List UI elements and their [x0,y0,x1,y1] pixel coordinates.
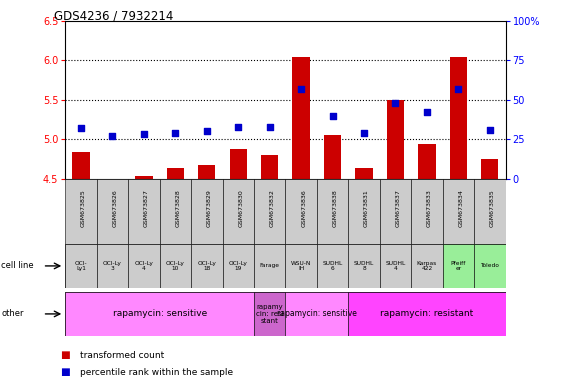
Bar [317,244,348,288]
Bar [160,179,191,244]
Bar [254,244,285,288]
Bar [65,244,97,288]
Bar [380,244,411,288]
Bar [411,179,442,244]
Bar [348,244,380,288]
Bar [324,135,341,179]
Text: OCI-Ly
3: OCI-Ly 3 [103,260,122,271]
Bar [285,292,348,336]
Bar [191,179,223,244]
Text: transformed count: transformed count [80,351,164,360]
Bar [198,165,215,179]
Point [171,130,180,136]
Text: SUDHL
6: SUDHL 6 [323,260,343,271]
Text: ■: ■ [60,367,69,377]
Text: GSM673836: GSM673836 [301,189,306,227]
Text: percentile rank within the sample: percentile rank within the sample [80,368,233,377]
Bar [72,152,90,179]
Bar [191,244,223,288]
Text: rapamy
cin: resi
stant: rapamy cin: resi stant [256,304,283,324]
Text: GSM673838: GSM673838 [333,189,337,227]
Point [233,124,243,130]
Point [202,128,211,134]
Bar [418,144,436,179]
Point [454,86,463,92]
Bar [167,168,184,179]
Bar [160,244,191,288]
Bar [380,179,411,244]
Point [139,131,148,137]
Text: SUDHL
8: SUDHL 8 [354,260,374,271]
Bar [442,244,474,288]
Bar [229,149,247,179]
Text: OCI-Ly
19: OCI-Ly 19 [229,260,248,271]
Text: Farage: Farage [260,263,279,268]
Text: OCI-Ly
4: OCI-Ly 4 [135,260,153,271]
Bar [442,179,474,244]
Text: OCI-Ly
18: OCI-Ly 18 [197,260,216,271]
Bar [474,179,506,244]
Text: GSM673834: GSM673834 [458,189,463,227]
Text: GSM673825: GSM673825 [81,189,86,227]
Text: rapamycin: sensitive: rapamycin: sensitive [112,310,207,318]
Text: WSU-N
IH: WSU-N IH [291,260,311,271]
Bar [348,179,380,244]
Bar [450,57,467,179]
Text: SUDHL
4: SUDHL 4 [385,260,406,271]
Bar [65,292,254,336]
Point [485,127,494,133]
Text: GSM673835: GSM673835 [490,189,495,227]
Bar [474,244,506,288]
Text: OCI-
Ly1: OCI- Ly1 [75,260,87,271]
Bar [317,179,348,244]
Bar [356,168,373,179]
Bar [97,179,128,244]
Point [108,133,117,139]
Text: GSM673829: GSM673829 [207,189,212,227]
Point [328,113,337,119]
Bar [97,244,128,288]
Bar [261,155,278,179]
Text: GSM673833: GSM673833 [427,189,432,227]
Text: GDS4236 / 7932214: GDS4236 / 7932214 [54,10,173,23]
Text: rapamycin: resistant: rapamycin: resistant [381,310,474,318]
Text: cell line: cell line [1,262,34,270]
Point [77,125,86,131]
Text: rapamycin: sensitive: rapamycin: sensitive [277,310,357,318]
Text: GSM673828: GSM673828 [176,189,181,227]
Text: GSM673832: GSM673832 [270,189,275,227]
Text: GSM673827: GSM673827 [144,189,149,227]
Text: GSM673837: GSM673837 [395,189,400,227]
Bar [128,244,160,288]
Point [391,100,400,106]
Text: GSM673826: GSM673826 [112,189,118,227]
Bar [254,292,285,336]
Text: Pfeiff
er: Pfeiff er [450,260,466,271]
Bar [223,179,254,244]
Text: other: other [1,310,24,318]
Point [423,109,432,116]
Point [296,86,306,92]
Bar [128,179,160,244]
Bar [411,244,442,288]
Bar [65,179,97,244]
Bar [254,179,285,244]
Text: Karpas
422: Karpas 422 [417,260,437,271]
Bar [481,159,499,179]
Bar [285,179,317,244]
Text: GSM673830: GSM673830 [238,189,243,227]
Bar [135,176,153,179]
Point [360,130,369,136]
Bar [387,100,404,179]
Bar [293,57,310,179]
Text: ■: ■ [60,350,69,360]
Bar [348,292,506,336]
Bar [104,179,121,185]
Bar [223,244,254,288]
Bar [285,244,317,288]
Text: GSM673831: GSM673831 [364,189,369,227]
Point [265,124,274,130]
Text: OCI-Ly
10: OCI-Ly 10 [166,260,185,271]
Text: Toledo: Toledo [481,263,499,268]
